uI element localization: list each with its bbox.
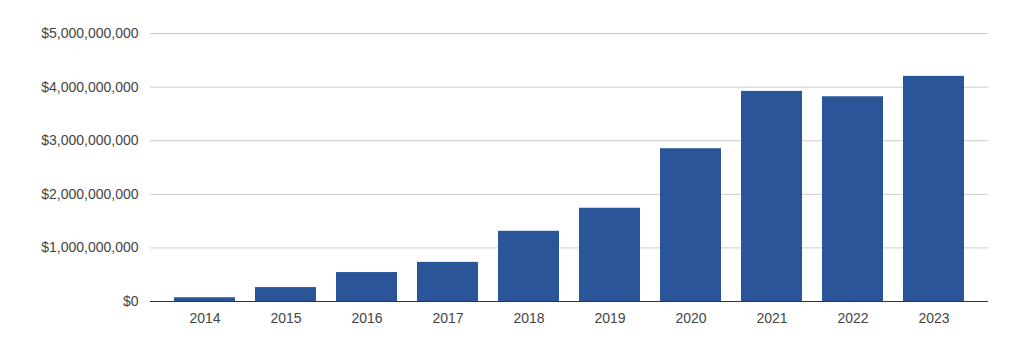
- svg-text:2015: 2015: [270, 310, 301, 326]
- svg-text:$1,000,000,000: $1,000,000,000: [41, 239, 139, 255]
- svg-text:2014: 2014: [189, 310, 220, 326]
- svg-text:2021: 2021: [756, 310, 787, 326]
- svg-text:2020: 2020: [675, 310, 706, 326]
- svg-text:$2,000,000,000: $2,000,000,000: [41, 186, 139, 202]
- svg-text:$3,000,000,000: $3,000,000,000: [41, 132, 139, 148]
- svg-text:$0: $0: [123, 293, 139, 309]
- svg-text:2023: 2023: [918, 310, 949, 326]
- svg-text:$4,000,000,000: $4,000,000,000: [41, 79, 139, 95]
- svg-text:2018: 2018: [513, 310, 544, 326]
- svg-text:2019: 2019: [594, 310, 625, 326]
- svg-text:2016: 2016: [351, 310, 382, 326]
- svg-text:$5,000,000,000: $5,000,000,000: [41, 25, 139, 41]
- svg-text:2017: 2017: [432, 310, 463, 326]
- svg-text:2022: 2022: [837, 310, 868, 326]
